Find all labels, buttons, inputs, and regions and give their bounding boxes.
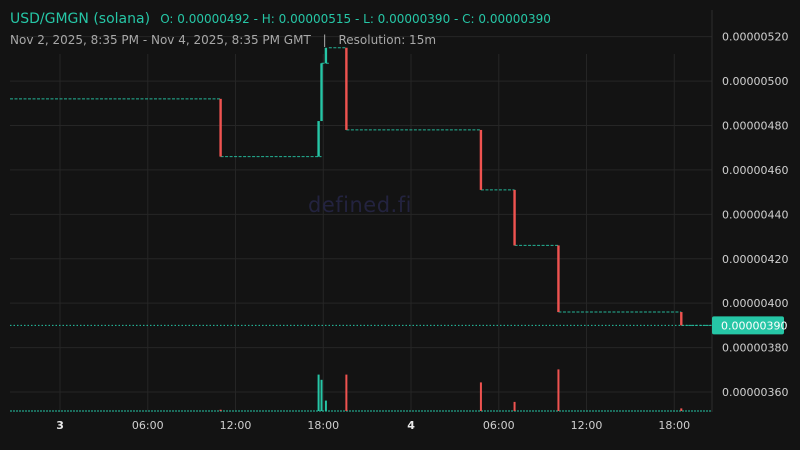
volume-bars [10, 369, 712, 412]
price-step-lines [10, 47, 712, 326]
candle [345, 47, 348, 130]
candle [317, 121, 320, 157]
date-range: Nov 2, 2025, 8:35 PM - Nov 4, 2025, 8:35… [10, 33, 311, 47]
x-tick-label: 06:00 [132, 419, 164, 432]
candle [557, 245, 560, 313]
ohlc-readout: O: 0.00000492 - H: 0.00000515 - L: 0.000… [160, 12, 551, 26]
last-price-label: 0.00000390 [721, 319, 787, 332]
candle [680, 312, 683, 326]
candles [219, 47, 683, 326]
y-tick-label: 0.00000420 [722, 253, 788, 266]
volume-bar [324, 400, 327, 411]
x-tick-label: 18:00 [307, 419, 339, 432]
y-tick-label: 0.00000400 [722, 297, 788, 310]
y-tick-label: 0.00000480 [722, 119, 788, 132]
candle [513, 189, 516, 246]
chart-title: USD/GMGN (solana) O: 0.00000492 - H: 0.0… [10, 11, 551, 27]
candle [219, 98, 222, 157]
candle [320, 63, 323, 122]
y-tick-label: 0.00000360 [722, 386, 788, 399]
watermark: defined.fi [308, 193, 412, 217]
x-tick-label: 06:00 [483, 419, 515, 432]
volume-bar [317, 374, 320, 411]
pair-label: USD/GMGN (solana) [10, 11, 151, 27]
volume-bar [479, 382, 482, 411]
volume-bar [219, 409, 222, 411]
candle [324, 47, 328, 64]
x-tick-label: 12:00 [571, 419, 603, 432]
x-tick-label: 18:00 [658, 419, 690, 432]
volume-bar [345, 374, 348, 411]
volume-bar [680, 408, 683, 411]
y-tick-label: 0.00000380 [722, 342, 788, 355]
resolution-label: Resolution: 15m [338, 33, 437, 47]
volume-bar [557, 369, 560, 411]
volume-bar [513, 401, 516, 411]
volume-bar [320, 379, 323, 411]
y-tick-label: 0.00000520 [722, 31, 788, 44]
chart-subtitle: Nov 2, 2025, 8:35 PM - Nov 4, 2025, 8:35… [10, 33, 436, 47]
y-tick-label: 0.00000460 [722, 164, 788, 177]
axes: 0.00000520 0.00000500 0.00000480 0.00000460… [56, 31, 788, 432]
grid-lines [10, 10, 713, 412]
x-tick-label: 3 [56, 419, 64, 432]
candle [479, 129, 483, 190]
separator: | [322, 33, 327, 47]
y-tick-label: 0.00000440 [722, 208, 788, 221]
x-tick-label: 4 [407, 419, 415, 432]
last-price-tag [712, 316, 784, 335]
x-tick-label: 12:00 [220, 419, 252, 432]
y-tick-label: 0.00000500 [722, 75, 788, 88]
